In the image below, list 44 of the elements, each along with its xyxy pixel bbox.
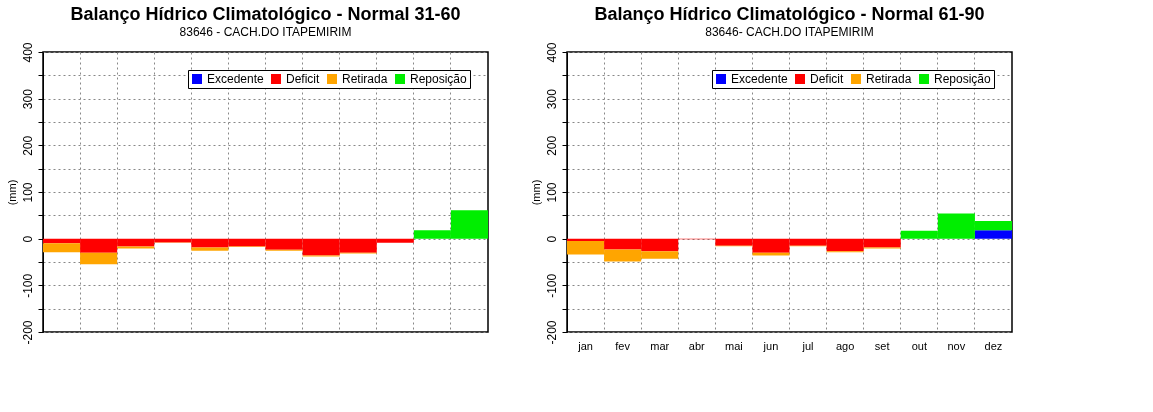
x-tick-label: jul [801,339,814,352]
y-tick-label: 200 [20,135,35,156]
y-tick-label: 0 [544,235,559,243]
x-tick-label: jun [762,339,779,352]
bar [191,247,229,251]
x-tick-label: mar [650,339,670,352]
x-tick-label: out [911,339,927,352]
legend-label: Excedente [731,72,789,86]
y-tick-label: 400 [544,42,559,63]
y-tick-label: 0 [20,235,35,243]
x-tick-label: ago [835,339,855,352]
y-tick-label: -100 [544,273,559,298]
legend-label: Reposição [410,72,468,86]
chart-title: Balanço Hídrico Climatológico - Normal 61-90 [594,3,985,24]
y-tick-label: -200 [544,320,559,345]
y-axis-title: (mm) [5,179,18,206]
y-tick-label: -200 [20,320,35,345]
y-tick-label: 100 [20,182,35,203]
legend-label: Deficit [286,72,321,86]
legend-label: Reposição [934,72,992,86]
x-tick-label: fev [615,339,631,352]
x-tick-label: abr [688,339,706,352]
x-tick-label: nov [947,339,966,352]
y-tick-label: 300 [544,88,559,110]
bar [43,243,81,253]
legend-label: Deficit [810,72,845,86]
y-tick-label: 300 [20,88,35,110]
bar [974,230,1012,239]
y-axis-title: (mm) [529,179,542,206]
y-tick-label: 400 [20,42,35,63]
chart-title: Balanço Hídrico Climatológico - Normal 31-60 [70,3,461,24]
legend-label: Retirada [866,72,912,86]
y-tick-label: 200 [544,135,559,156]
chart-subtitle: 83646- CACH.DO ITAPEMIRIM [705,24,874,39]
y-tick-label: -100 [20,273,35,298]
x-tick-label: set [874,339,890,352]
bar [80,252,118,265]
x-tick-label: dez [984,339,1003,352]
x-tick-label: jan [577,339,593,352]
y-tick-label: 100 [544,182,559,203]
x-tick-label: mai [725,339,743,352]
legend-label: Excedente [207,72,265,86]
legend-label: Retirada [342,72,388,86]
chart-subtitle: 83646 - CACH.DO ITAPEMIRIM [179,24,352,39]
